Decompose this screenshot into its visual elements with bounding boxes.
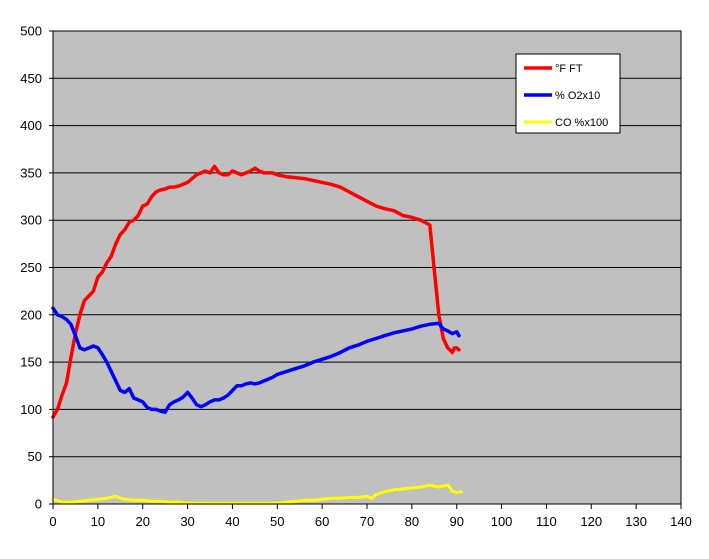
legend: °F FT % O2x10 CO %x100: [515, 53, 621, 134]
x-tick-label: 100: [491, 514, 513, 529]
y-tick-label: 0: [35, 497, 42, 512]
y-axis: 0 50 100 150 200 250 300 350 400 450 500: [20, 24, 53, 512]
series-line-0: [51, 164, 461, 419]
x-tick-label: 60: [315, 514, 329, 529]
y-tick-label: 500: [20, 24, 42, 39]
x-tick-label: 0: [49, 514, 56, 529]
legend-label-2: CO %x100: [555, 117, 608, 129]
x-tick-label: 10: [91, 514, 105, 529]
y-tick-label: 300: [20, 213, 42, 228]
legend-label-0: °F FT: [555, 63, 583, 75]
x-tick-label: 50: [270, 514, 284, 529]
y-tick-label: 400: [20, 118, 42, 133]
y-tick-label: 50: [28, 449, 42, 464]
x-tick-label: 30: [180, 514, 194, 529]
y-tick-label: 100: [20, 402, 42, 417]
x-axis: 0 10 20 30 40 50 60 70 80 90 100 110 120 130 140: [49, 504, 692, 529]
x-tick-label: 120: [580, 514, 602, 529]
x-tick-label: 130: [625, 514, 647, 529]
y-tick-label: 450: [20, 71, 42, 86]
x-tick-label: 110: [536, 514, 557, 529]
x-tick-label: 90: [449, 514, 463, 529]
gridlines: [53, 77, 681, 458]
y-tick-label: 150: [20, 355, 42, 370]
x-tick-label: 40: [225, 514, 239, 529]
series-layer: [51, 164, 463, 505]
legend-label-1: % O2x10: [555, 90, 600, 102]
x-tick-label: 140: [670, 514, 692, 529]
series-line-1: [51, 306, 461, 414]
x-tick-label: 80: [405, 514, 419, 529]
series-line-2: [51, 483, 463, 505]
y-tick-label: 200: [20, 307, 42, 322]
x-tick-label: 70: [360, 514, 374, 529]
y-tick-label: 250: [20, 260, 42, 275]
x-tick-label: 20: [135, 514, 149, 529]
y-tick-label: 350: [20, 165, 42, 180]
